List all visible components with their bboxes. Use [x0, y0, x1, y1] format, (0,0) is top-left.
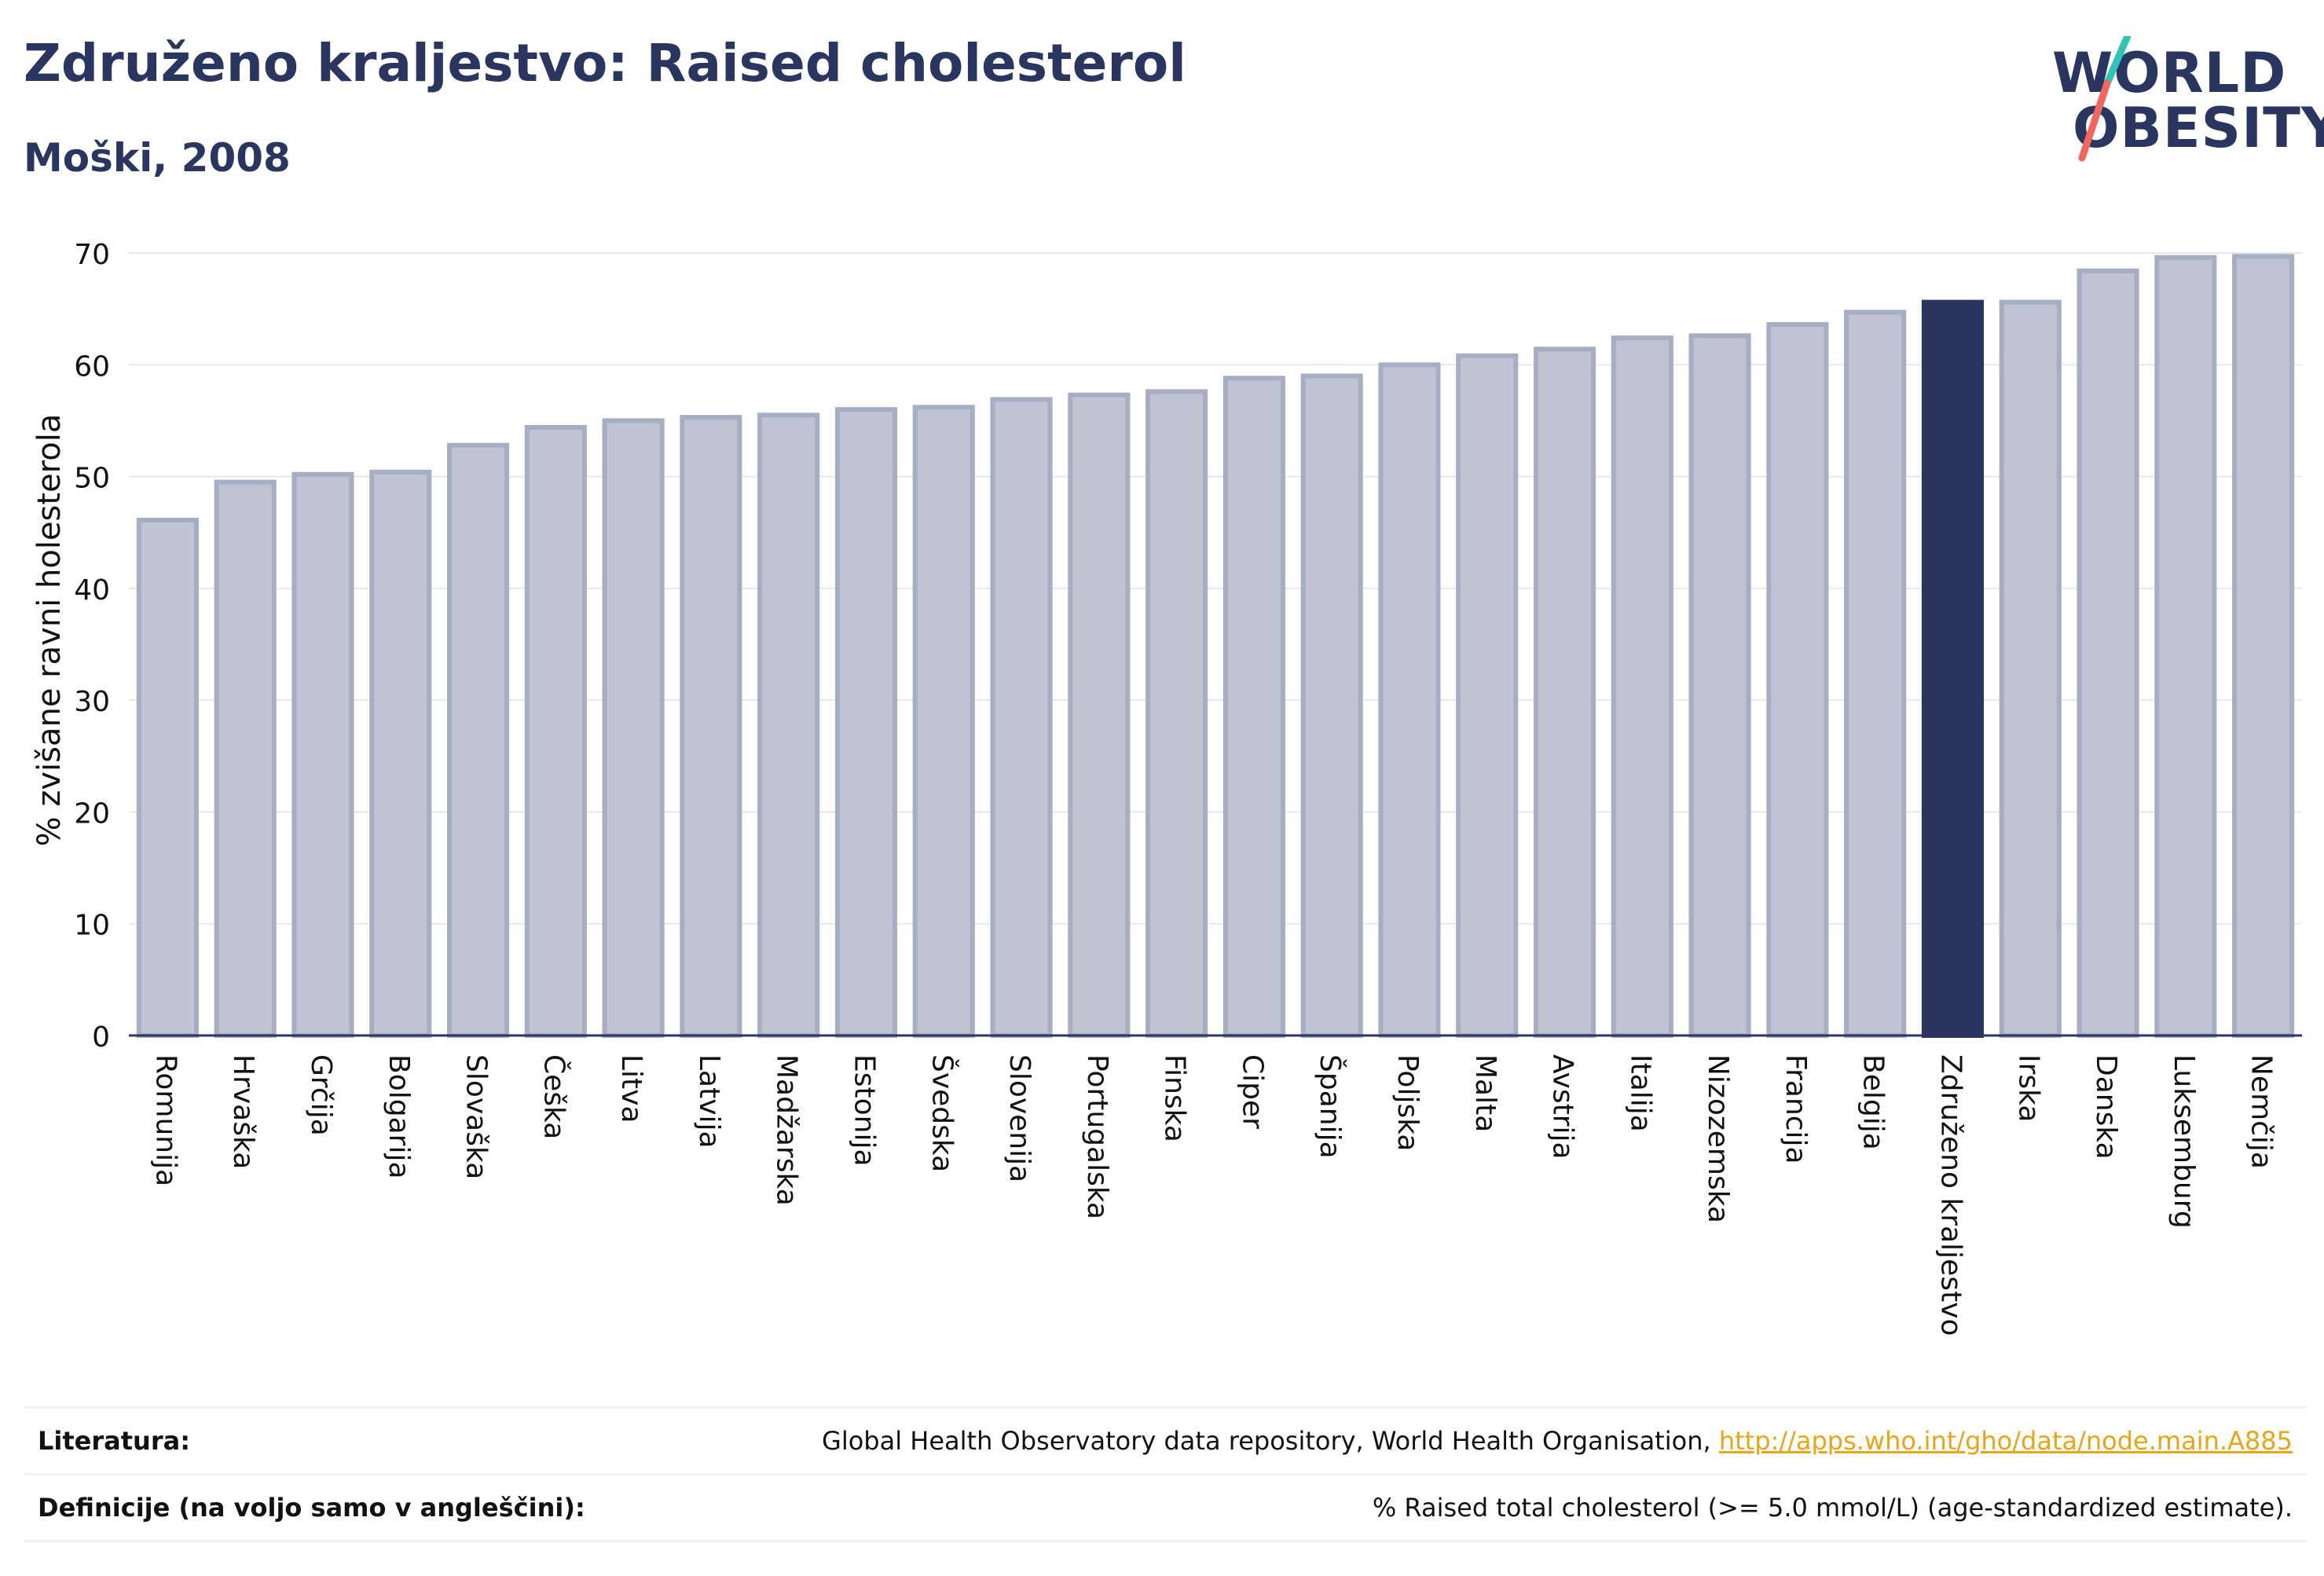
literature-row: Literatura: Global Health Observatory da… — [24, 1406, 2307, 1473]
chart-subtitle: Moški, 2008 — [24, 135, 291, 181]
x-tick-label: Portugalska — [1081, 1054, 1113, 1219]
bar-luksemburg[interactable] — [2154, 255, 2217, 1039]
bar-chart: 0 10 20 30 40 50 60 70 Romunija Hrvaška Grčija Bol… — [31, 239, 2302, 1336]
y-axis-ticks: 0 10 20 30 40 50 60 70 — [74, 239, 110, 1054]
bar-belgija[interactable] — [1844, 310, 1907, 1038]
bar-italija[interactable] — [1611, 335, 1673, 1038]
x-tick-label: Grčija — [305, 1054, 337, 1136]
y-tick-label: 70 — [74, 239, 110, 271]
x-tick-label: Nizozemska — [1702, 1054, 1734, 1223]
bar-nemčija[interactable] — [2232, 254, 2295, 1039]
bar-francija[interactable] — [1766, 322, 1829, 1038]
y-tick-label: 60 — [74, 350, 110, 383]
bar-avstrija[interactable] — [1533, 346, 1596, 1038]
y-tick-label: 30 — [74, 686, 110, 718]
bar-slovenija[interactable] — [990, 397, 1053, 1038]
logo-slash-icon — [2078, 36, 2132, 162]
x-tick-label: Francija — [1780, 1054, 1812, 1164]
x-tick-label: Luksemburg — [2168, 1054, 2200, 1229]
y-axis-label: % zvišane ravni holesterola — [31, 414, 68, 847]
definitions-row: Definicije (na voljo samo v angleščini):… — [24, 1473, 2307, 1542]
bar-češka[interactable] — [524, 424, 587, 1038]
bar-danska[interactable] — [2077, 268, 2139, 1039]
bar-litva[interactable] — [602, 418, 665, 1038]
x-tick-label: Nemčija — [2245, 1054, 2278, 1169]
x-tick-label: Belgija — [1857, 1054, 1890, 1150]
chart-bars — [136, 254, 2295, 1039]
literature-label: Literatura: — [38, 1426, 190, 1456]
bar-slovaška[interactable] — [446, 442, 510, 1038]
bar-španija[interactable] — [1300, 373, 1363, 1038]
bar-estonija[interactable] — [834, 407, 898, 1038]
definitions-label: Definicije (na voljo samo v angleščini): — [38, 1493, 585, 1523]
world-obesity-logo: WORLD OBESITY — [2051, 36, 2324, 170]
bar-irska[interactable] — [1999, 299, 2062, 1038]
bar-ciper[interactable] — [1222, 376, 1285, 1038]
bar-združeno-kraljestvo[interactable] — [1921, 299, 1985, 1038]
bar-latvija[interactable] — [680, 415, 742, 1038]
x-tick-label: Estonija — [848, 1054, 880, 1167]
references-table: Literatura: Global Health Observatory da… — [24, 1406, 2307, 1542]
x-tick-label: Latvija — [693, 1054, 725, 1149]
x-tick-label: Hrvaška — [227, 1054, 259, 1169]
x-tick-label: Romunija — [149, 1054, 181, 1186]
bar-grčija[interactable] — [291, 471, 354, 1038]
bar-finska[interactable] — [1146, 389, 1208, 1039]
bar-portugalska[interactable] — [1068, 392, 1131, 1038]
bar-poljska[interactable] — [1378, 362, 1441, 1038]
x-tick-label: Avstrija — [1547, 1054, 1579, 1160]
x-tick-label: Litva — [615, 1054, 647, 1123]
bar-nizozemska[interactable] — [1688, 333, 1751, 1038]
x-tick-label: Bolgarija — [383, 1054, 415, 1179]
logo-word-world: WORLD — [2052, 41, 2287, 105]
y-tick-label: 40 — [74, 574, 110, 607]
x-tick-label: Češka — [537, 1054, 570, 1139]
x-tick-label: Danska — [2090, 1054, 2122, 1160]
logo-word-obesity: OBESITY — [2073, 96, 2324, 160]
literature-link[interactable]: http://apps.who.int/gho/data/node.main.A… — [1718, 1426, 2293, 1456]
x-tick-label: Poljska — [1391, 1054, 1424, 1152]
y-tick-label: 10 — [74, 910, 110, 942]
x-axis-ticks: Romunija Hrvaška Grčija Bolgarija Slovaška Če… — [149, 1054, 2277, 1336]
literature-text: Global Health Observatory data repositor… — [822, 1426, 1719, 1456]
y-tick-label: 50 — [74, 463, 110, 495]
bar-bolgarija[interactable] — [369, 469, 432, 1038]
x-tick-label: Španija — [1314, 1054, 1347, 1159]
x-tick-label: Švedska — [926, 1054, 959, 1172]
bar-švedska[interactable] — [912, 405, 975, 1038]
x-tick-label: Malta — [1469, 1054, 1501, 1132]
x-tick-label: Irska — [2012, 1054, 2044, 1122]
chart-title: Združeno kraljestvo: Raised cholesterol — [24, 33, 1186, 93]
bar-hrvaška[interactable] — [214, 479, 277, 1038]
x-tick-label: Slovaška — [460, 1054, 493, 1179]
x-tick-label: Združeno kraljestvo — [1934, 1054, 1967, 1336]
definitions-text: % Raised total cholesterol (>= 5.0 mmol/… — [1372, 1493, 2293, 1523]
x-tick-label: Slovenija — [1003, 1054, 1036, 1182]
y-tick-label: 20 — [74, 797, 110, 830]
x-tick-label: Finska — [1159, 1054, 1191, 1142]
y-tick-label: 0 — [92, 1021, 110, 1054]
x-tick-label: Ciper — [1236, 1054, 1268, 1129]
literature-source: Global Health Observatory data repositor… — [822, 1426, 2293, 1456]
bar-romunija[interactable] — [136, 518, 199, 1038]
bar-malta[interactable] — [1456, 353, 1519, 1039]
x-tick-label: Madžarska — [771, 1054, 803, 1206]
bar-madžarska[interactable] — [757, 412, 820, 1038]
x-tick-label: Italija — [1624, 1054, 1656, 1132]
